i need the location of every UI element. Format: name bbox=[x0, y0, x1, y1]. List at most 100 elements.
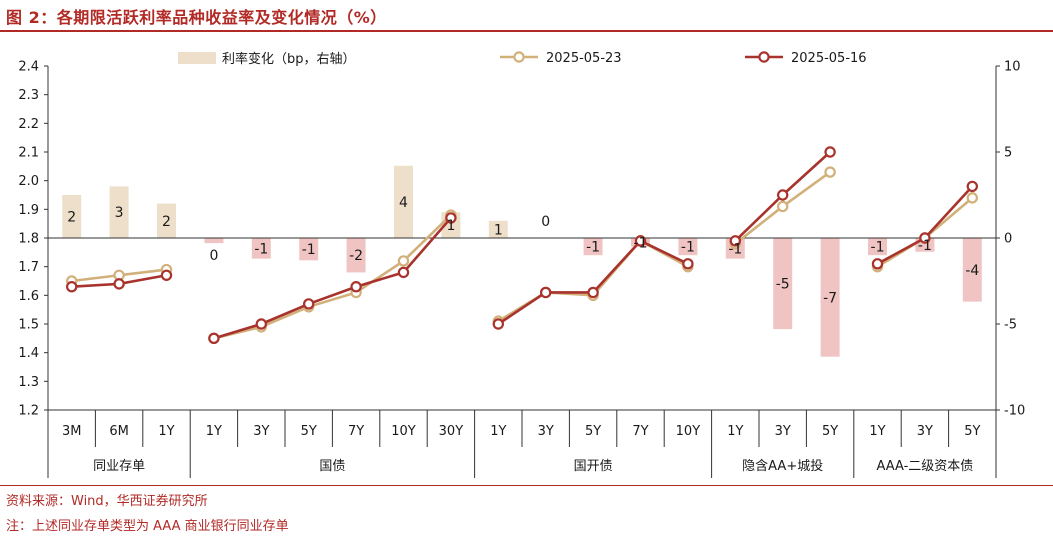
footnote: 注：上述同业存单类型为 AAA 商业银行同业存单 bbox=[6, 519, 289, 534]
bar-value-label: 1 bbox=[494, 222, 503, 238]
legend-marker bbox=[758, 51, 770, 63]
series-2025-05-16-point bbox=[871, 258, 884, 270]
bar-value-label: -1 bbox=[634, 235, 648, 251]
left-tick-label: 1.3 bbox=[18, 375, 39, 390]
group-label: 国债 bbox=[319, 459, 345, 474]
series-2025-05-16-point bbox=[682, 258, 694, 270]
series-2025-05-16-point bbox=[777, 189, 789, 201]
legend-bar-label: 利率变化（bp，右轴） bbox=[222, 51, 356, 67]
bar-value-label: -1 bbox=[254, 241, 268, 257]
left-tick-label: 2.4 bbox=[18, 60, 39, 75]
bars-layer bbox=[62, 165, 982, 357]
legend-marker bbox=[513, 51, 525, 63]
series-2025-05-23-point bbox=[777, 200, 789, 213]
legend-series-label: 2025-05-23 bbox=[546, 51, 622, 66]
bar-6 bbox=[346, 238, 366, 273]
bar-value-label: -1 bbox=[871, 240, 885, 256]
series-2025-05-16-point bbox=[113, 278, 125, 290]
bar-5 bbox=[299, 238, 319, 261]
series-2025-05-16-line bbox=[213, 217, 452, 340]
labels-layer: 2 3 2 0 -1 -1 -2 4 1 1 0 -1 -1 -1 -1 -5 -7 -1 -1 -4 bbox=[67, 195, 979, 306]
series-2025-05-16-point bbox=[160, 269, 173, 281]
bar-1 bbox=[109, 186, 129, 238]
left-tick-label: 1.9 bbox=[18, 203, 39, 218]
series-2025-05-16-point bbox=[729, 235, 742, 247]
left-tick-label: 2.1 bbox=[18, 146, 39, 161]
bar-value-label: -5 bbox=[776, 277, 790, 293]
bar-value-label: 4 bbox=[399, 195, 408, 211]
right-tick-label: 10 bbox=[1004, 60, 1021, 75]
bar-17 bbox=[868, 238, 887, 256]
category-label: 1Y bbox=[727, 424, 743, 439]
category-label: 7Y bbox=[348, 424, 364, 439]
series-2025-05-16-point bbox=[397, 266, 410, 279]
series-2025-05-16-point bbox=[919, 232, 931, 244]
group-label: 同业存单 bbox=[93, 459, 145, 474]
bar-value-label: -1 bbox=[728, 241, 742, 257]
category-label: 3Y bbox=[775, 424, 791, 439]
series-2025-05-16-point bbox=[587, 286, 599, 299]
chart: 1.2 1.3 1.4 1.5 1.6 1.7 1.8 1.9 2.0 2.1 2.2 2.3 2.4 -… bbox=[18, 51, 1025, 478]
bar-16 bbox=[820, 238, 840, 357]
bar-value-label: 1 bbox=[446, 218, 455, 234]
category-label: 6M bbox=[109, 424, 129, 439]
series-2025-05-16-point bbox=[350, 281, 362, 293]
left-tick-label: 1.2 bbox=[18, 404, 39, 419]
left-tick-label: 1.6 bbox=[18, 289, 39, 304]
left-tick-label: 1.8 bbox=[18, 232, 39, 247]
series-2025-05-23-point bbox=[966, 192, 979, 204]
series-2025-05-23-line bbox=[213, 214, 452, 340]
lines-layer bbox=[65, 146, 979, 345]
right-tick-label: 5 bbox=[1004, 146, 1012, 161]
series-2025-05-16-point bbox=[445, 212, 457, 224]
left-tick-label: 1.5 bbox=[18, 318, 39, 333]
bar-11 bbox=[583, 238, 603, 256]
bar-value-label: -2 bbox=[349, 248, 363, 264]
category-label: 3Y bbox=[253, 424, 269, 439]
category-label: 10Y bbox=[676, 424, 701, 439]
series-2025-05-16-point bbox=[208, 332, 220, 345]
category-label: 5Y bbox=[964, 424, 980, 439]
group-label: AAA-二级资本债 bbox=[876, 459, 973, 474]
series-2025-05-16-point bbox=[966, 180, 979, 193]
group-label: 国开债 bbox=[574, 459, 613, 474]
category-label: 5Y bbox=[301, 424, 317, 439]
bar-13 bbox=[678, 238, 698, 256]
bar-7 bbox=[394, 165, 413, 238]
bar-15 bbox=[773, 238, 793, 330]
category-label: 5Y bbox=[822, 424, 838, 439]
left-tick-label: 2.0 bbox=[18, 174, 39, 189]
right-tick-label: -5 bbox=[1004, 318, 1017, 333]
bar-value-label: -7 bbox=[823, 290, 837, 306]
bar-value-label: -1 bbox=[302, 242, 316, 258]
bar-19 bbox=[962, 238, 982, 302]
left-tick-label: 1.7 bbox=[18, 260, 39, 275]
left-tick-label: 2.3 bbox=[18, 88, 39, 103]
bar-0 bbox=[62, 195, 82, 238]
category-label: 3M bbox=[62, 424, 82, 439]
bar-value-label: 2 bbox=[67, 210, 76, 226]
top-rule bbox=[0, 30, 1053, 32]
series-2025-05-16-point bbox=[255, 318, 267, 330]
bar-9 bbox=[488, 220, 508, 238]
figure-title: 图 2：各期限活跃利率品种收益率及变化情况（%） bbox=[6, 8, 387, 27]
category-label: 1Y bbox=[158, 424, 174, 439]
left-tick-label: 1.4 bbox=[18, 346, 39, 361]
right-tick-label: 0 bbox=[1004, 232, 1012, 247]
category-label: 30Y bbox=[439, 424, 464, 439]
series-2025-05-23-point bbox=[397, 255, 410, 267]
legend-bar-swatch bbox=[178, 52, 216, 64]
bar-value-label: 0 bbox=[541, 214, 550, 230]
category-label: 3Y bbox=[917, 424, 933, 439]
bar-value-label: -1 bbox=[586, 240, 600, 256]
series-2025-05-16-point bbox=[824, 146, 836, 158]
right-tick-label: -10 bbox=[1004, 404, 1025, 419]
bar-value-label: -1 bbox=[918, 238, 932, 254]
category-label: 10Y bbox=[391, 424, 416, 439]
bar-value-label: 3 bbox=[115, 205, 124, 221]
series-2025-05-16-point bbox=[492, 318, 504, 330]
bottom-rule bbox=[0, 485, 1053, 486]
bar-value-label: -1 bbox=[681, 240, 695, 256]
series-2025-05-16-point bbox=[634, 235, 647, 247]
bar-3 bbox=[204, 238, 224, 244]
